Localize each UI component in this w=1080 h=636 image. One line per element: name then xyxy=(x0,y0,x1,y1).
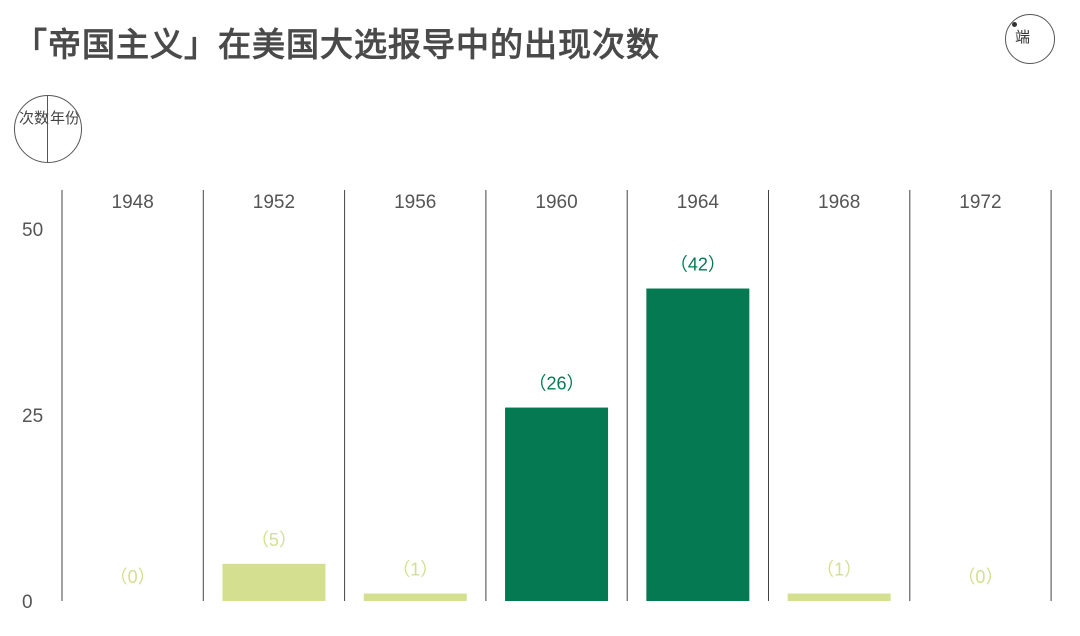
chart-title: 「帝国主义」在美国大选报导中的出现次数 xyxy=(14,25,660,64)
x-tick-label: 1972 xyxy=(959,192,1001,213)
data-label: （0） xyxy=(957,567,1003,587)
x-tick-label: 1952 xyxy=(253,192,295,213)
data-label: （1） xyxy=(816,560,862,580)
bar xyxy=(222,563,326,601)
y-tick-label: 25 xyxy=(22,406,43,427)
data-label: （1） xyxy=(392,560,438,580)
data-label: （26） xyxy=(529,374,585,394)
logo-dot-icon xyxy=(1012,22,1017,27)
x-tick-label: 1968 xyxy=(818,192,860,213)
bar xyxy=(787,593,891,601)
y-tick-label: 50 xyxy=(22,220,43,241)
bar xyxy=(505,407,609,601)
bar xyxy=(646,288,750,601)
data-label: （5） xyxy=(251,530,297,550)
bar xyxy=(363,593,467,601)
unit-key-divider xyxy=(47,96,48,162)
logo: 端 xyxy=(1005,14,1055,64)
data-label: （0） xyxy=(110,567,156,587)
y-tick-label: 0 xyxy=(22,592,33,613)
data-label: （42） xyxy=(670,255,726,275)
x-tick-label: 1964 xyxy=(677,192,720,213)
unit-key-count: 次数 xyxy=(18,109,49,127)
x-tick-label: 1960 xyxy=(535,192,577,213)
unit-key: 次数 年份 xyxy=(14,95,82,163)
x-tick-label: 1956 xyxy=(394,192,436,213)
x-tick-label: 1948 xyxy=(112,192,154,213)
unit-key-year: 年份 xyxy=(49,109,80,127)
logo-mark: 端 xyxy=(1015,28,1032,46)
